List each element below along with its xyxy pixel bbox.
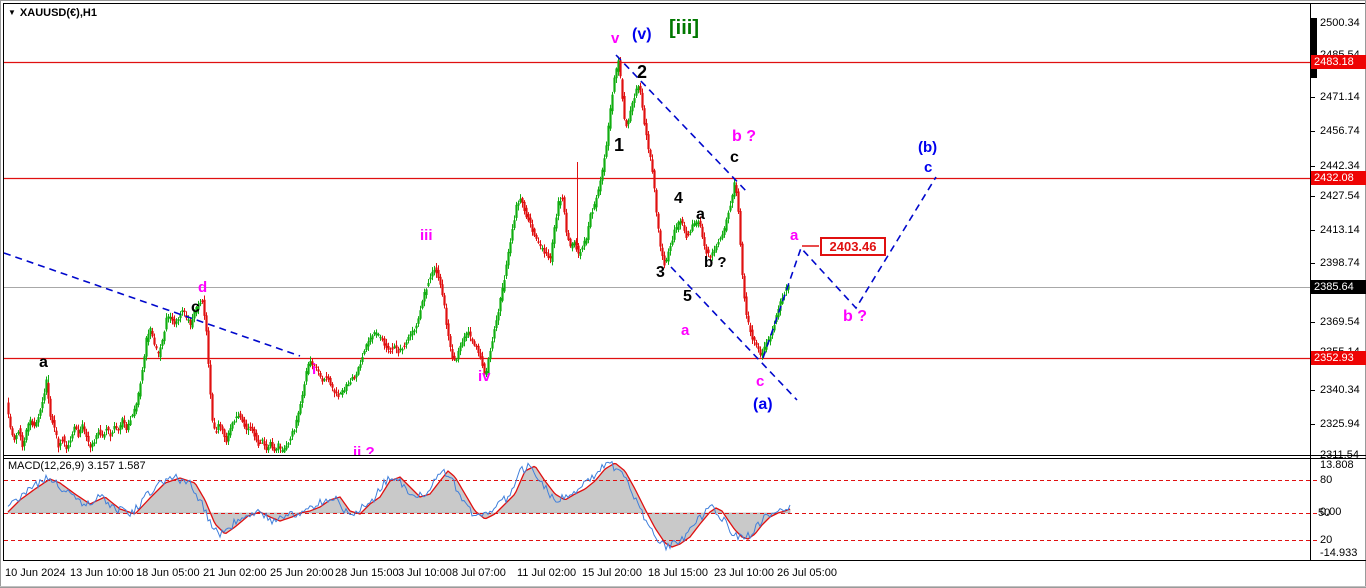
- chart-canvas[interactable]: [0, 0, 1366, 588]
- chart-window: ▼ XAUUSD(€),H1 v (v) [iii] 2 1 b ? c 4 a b ? 3 5 a c (a…: [0, 0, 1366, 588]
